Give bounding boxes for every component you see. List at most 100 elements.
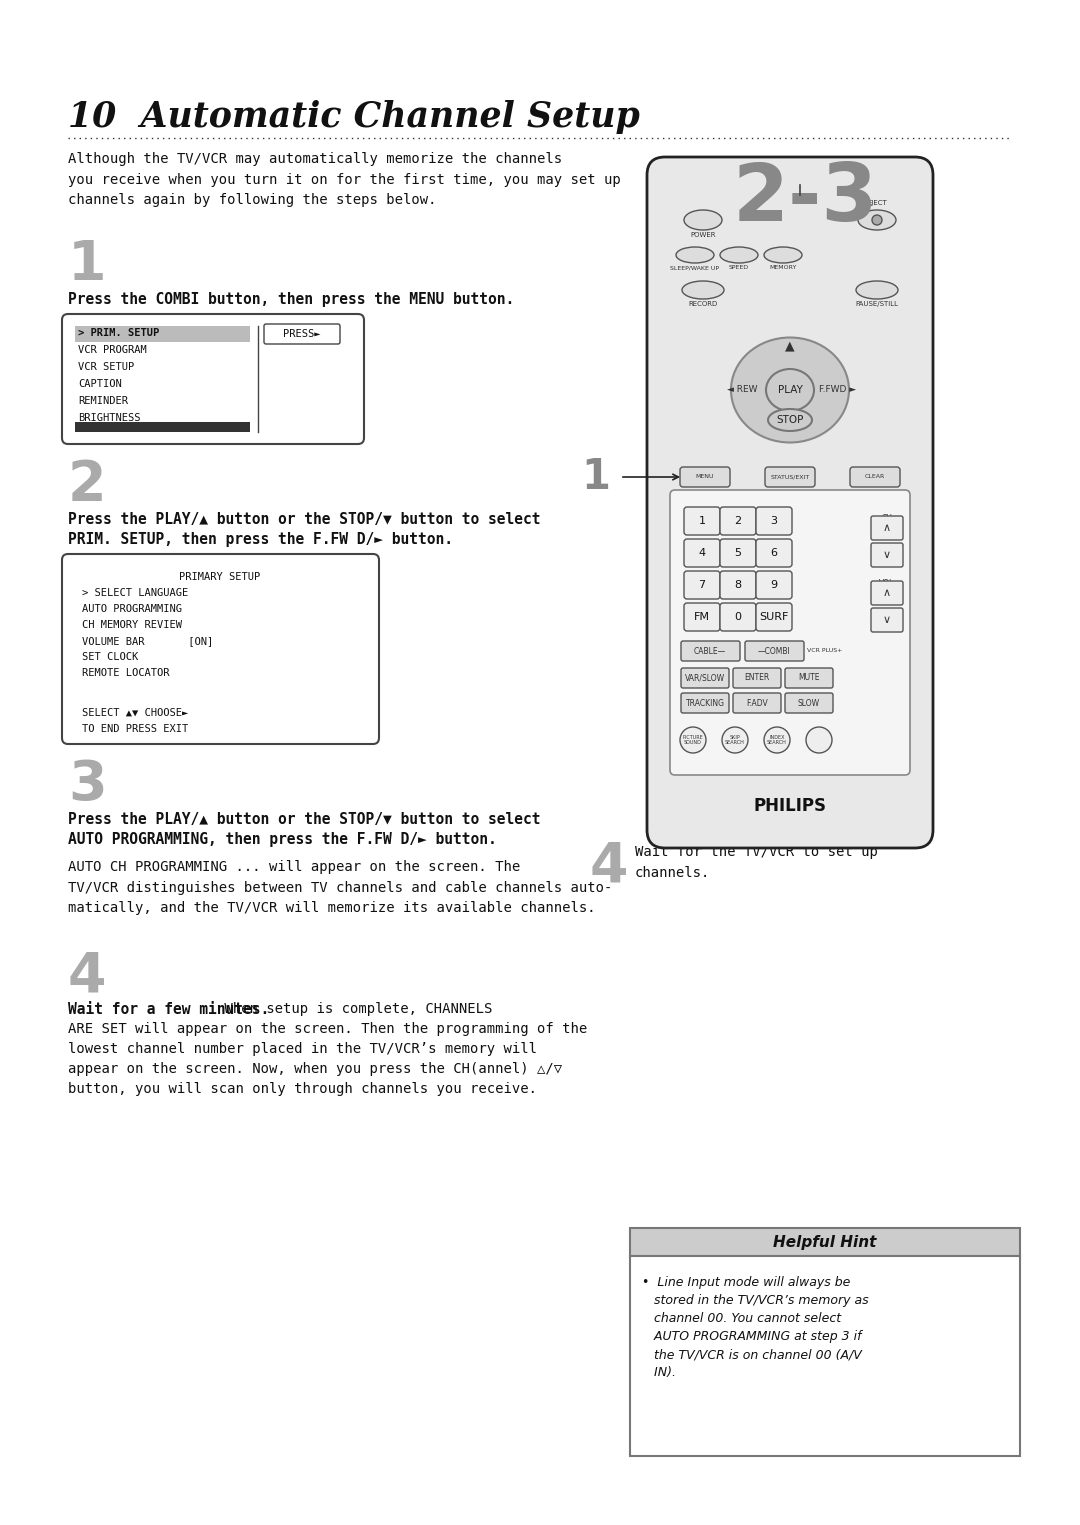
FancyBboxPatch shape (62, 554, 379, 744)
Text: button, you will scan only through channels you receive.: button, you will scan only through chann… (68, 1083, 537, 1096)
Text: TRACKING: TRACKING (686, 698, 725, 708)
Text: Press the PLAY/▲ button or the STOP/▼ button to select: Press the PLAY/▲ button or the STOP/▼ bu… (68, 512, 540, 528)
Ellipse shape (858, 210, 896, 230)
FancyBboxPatch shape (647, 157, 933, 848)
FancyBboxPatch shape (870, 543, 903, 567)
Text: RECORD: RECORD (688, 300, 717, 307)
Text: the TV/VCR is on channel 00 (A/V: the TV/VCR is on channel 00 (A/V (642, 1348, 862, 1360)
Circle shape (764, 727, 789, 753)
Text: AUTO CH PROGRAMMING ... will appear on the screen. The
TV/VCR distinguishes betw: AUTO CH PROGRAMMING ... will appear on t… (68, 860, 612, 915)
Text: When setup is complete, CHANNELS: When setup is complete, CHANNELS (216, 1002, 492, 1016)
Text: appear on the screen. Now, when you press the CH(annel) △/▽: appear on the screen. Now, when you pres… (68, 1061, 562, 1077)
Text: CAPTION: CAPTION (78, 380, 122, 389)
Text: VCR SETUP: VCR SETUP (78, 361, 134, 372)
FancyBboxPatch shape (62, 314, 364, 444)
Ellipse shape (684, 210, 723, 230)
FancyBboxPatch shape (720, 602, 756, 631)
Text: 10  Automatic Channel Setup: 10 Automatic Channel Setup (68, 101, 639, 134)
Text: ◄ REW: ◄ REW (727, 386, 757, 395)
Text: AUTO PROGRAMMING: AUTO PROGRAMMING (82, 604, 183, 615)
Text: INDEX
SEARCH: INDEX SEARCH (767, 735, 787, 746)
Text: 1: 1 (581, 456, 610, 499)
Text: 1: 1 (68, 238, 107, 291)
FancyBboxPatch shape (670, 490, 910, 775)
Text: 8: 8 (734, 580, 742, 590)
Text: 2: 2 (68, 458, 107, 512)
Text: ENTER: ENTER (744, 674, 770, 683)
Text: 2-3: 2-3 (732, 160, 878, 238)
Text: Although the TV/VCR may automatically memorize the channels
you receive when you: Although the TV/VCR may automatically me… (68, 152, 621, 207)
Text: CABLE—: CABLE— (693, 647, 726, 656)
FancyBboxPatch shape (720, 506, 756, 535)
Text: STATUS/EXIT: STATUS/EXIT (770, 474, 810, 479)
Text: BRIGHTNESS: BRIGHTNESS (78, 413, 140, 422)
FancyBboxPatch shape (684, 570, 720, 599)
Text: 6: 6 (770, 547, 778, 558)
Ellipse shape (764, 247, 802, 262)
Ellipse shape (766, 369, 814, 412)
Text: VOL: VOL (879, 580, 894, 589)
Text: SPEED: SPEED (729, 265, 750, 270)
Text: SURF: SURF (759, 612, 788, 622)
Text: 3: 3 (770, 515, 778, 526)
FancyBboxPatch shape (680, 467, 730, 486)
Ellipse shape (768, 409, 812, 432)
Text: 7: 7 (699, 580, 705, 590)
Text: CH MEMORY REVIEW: CH MEMORY REVIEW (82, 621, 183, 630)
Text: PRIM. SETUP, then press the F.FW D/► button.: PRIM. SETUP, then press the F.FW D/► but… (68, 532, 453, 547)
Text: ∧: ∧ (883, 589, 891, 598)
Text: VOLUME BAR       [ON]: VOLUME BAR [ON] (82, 636, 213, 647)
Text: CLEAR: CLEAR (865, 474, 886, 479)
Text: PAUSE/STILL: PAUSE/STILL (855, 300, 899, 307)
Circle shape (806, 727, 832, 753)
FancyBboxPatch shape (681, 640, 740, 660)
Circle shape (872, 215, 882, 226)
Text: 4: 4 (699, 547, 705, 558)
Text: ∧: ∧ (883, 523, 891, 534)
FancyBboxPatch shape (684, 602, 720, 631)
FancyBboxPatch shape (785, 668, 833, 688)
Text: —COMBI: —COMBI (758, 647, 791, 656)
Text: PRIMARY SETUP: PRIMARY SETUP (179, 572, 260, 583)
Text: IN).: IN). (642, 1366, 676, 1379)
Text: Wait for a few minutes.: Wait for a few minutes. (68, 1002, 269, 1017)
Text: ∨: ∨ (883, 615, 891, 625)
Text: stored in the TV/VCR’s memory as: stored in the TV/VCR’s memory as (642, 1295, 868, 1307)
Text: EJECT: EJECT (867, 200, 887, 206)
Text: PLAY: PLAY (778, 384, 802, 395)
Text: 3: 3 (68, 758, 107, 811)
Ellipse shape (681, 281, 724, 299)
FancyBboxPatch shape (870, 608, 903, 631)
Text: SKIP
SEARCH: SKIP SEARCH (725, 735, 745, 746)
Text: Press the PLAY/▲ button or the STOP/▼ button to select: Press the PLAY/▲ button or the STOP/▼ bu… (68, 811, 540, 827)
Text: ▲: ▲ (785, 340, 795, 352)
FancyBboxPatch shape (720, 570, 756, 599)
Text: VCR PLUS+: VCR PLUS+ (807, 648, 842, 654)
Text: 4: 4 (68, 950, 107, 1003)
Text: 4: 4 (590, 840, 629, 894)
Text: Wait for the TV/VCR to set up
channels.: Wait for the TV/VCR to set up channels. (635, 845, 878, 880)
FancyBboxPatch shape (684, 506, 720, 535)
Text: SLOW: SLOW (798, 698, 820, 708)
Ellipse shape (676, 247, 714, 262)
Text: REMOTE LOCATOR: REMOTE LOCATOR (82, 668, 170, 679)
FancyBboxPatch shape (264, 323, 340, 345)
Text: ARE SET will appear on the screen. Then the programming of the: ARE SET will appear on the screen. Then … (68, 1022, 588, 1035)
FancyBboxPatch shape (75, 326, 249, 342)
Ellipse shape (731, 337, 849, 442)
FancyBboxPatch shape (733, 692, 781, 714)
Text: SET CLOCK: SET CLOCK (82, 653, 138, 662)
Text: 9: 9 (770, 580, 778, 590)
FancyBboxPatch shape (756, 506, 792, 535)
FancyBboxPatch shape (681, 692, 729, 714)
Text: MENU: MENU (696, 474, 714, 479)
Text: MUTE: MUTE (798, 674, 820, 683)
Text: Helpful Hint: Helpful Hint (773, 1235, 877, 1249)
Text: VCR PROGRAM: VCR PROGRAM (78, 345, 147, 355)
FancyBboxPatch shape (756, 570, 792, 599)
Text: PHILIPS: PHILIPS (754, 798, 826, 814)
FancyBboxPatch shape (630, 1228, 1020, 1257)
Text: CH: CH (881, 514, 892, 523)
FancyBboxPatch shape (630, 1257, 1020, 1456)
FancyBboxPatch shape (681, 668, 729, 688)
